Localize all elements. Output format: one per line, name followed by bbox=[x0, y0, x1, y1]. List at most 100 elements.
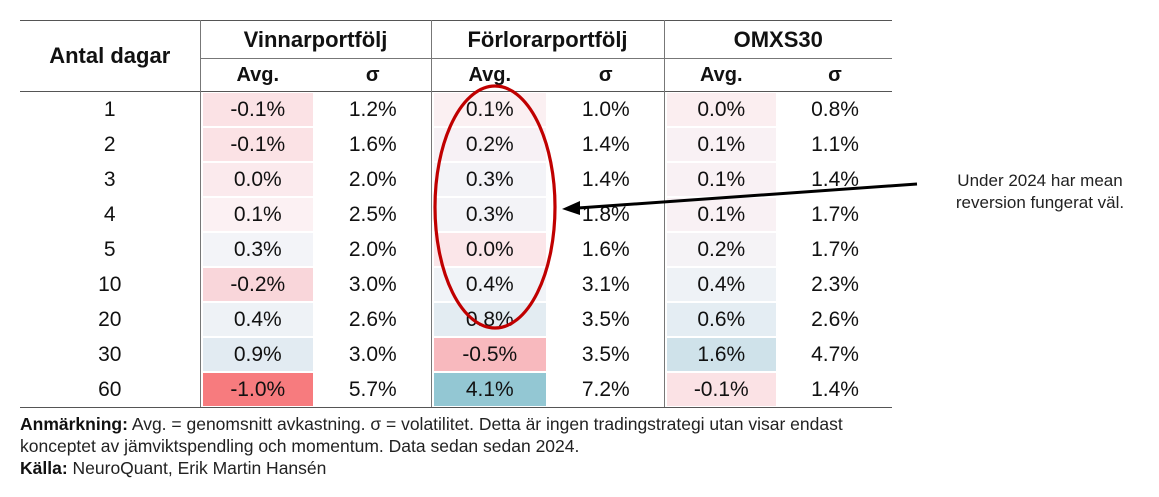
value-text: 1.2% bbox=[348, 98, 397, 121]
value-text: 1.6% bbox=[581, 238, 630, 261]
note-text: Avg. = genomsnitt avkastning. σ = volati… bbox=[20, 414, 843, 456]
value-text: 0.1% bbox=[666, 128, 776, 161]
sub-header-omxs30-sigma: σ bbox=[828, 63, 842, 86]
value-text: 4.7% bbox=[811, 343, 859, 366]
sigma-cell: 5.7% bbox=[315, 372, 431, 408]
group-header-row: Antal dagar Vinnarportfölj Förlorarportf… bbox=[20, 20, 892, 68]
value-text: 2.3% bbox=[811, 273, 859, 296]
value-text: 3.0% bbox=[348, 273, 397, 296]
value-text: 1.0% bbox=[581, 98, 630, 121]
sub-header-loser-sigma: σ bbox=[598, 63, 613, 86]
avg-cell: 0.1% bbox=[663, 197, 778, 232]
avg-cell: 0.0% bbox=[430, 232, 548, 267]
value-text: -1.0% bbox=[202, 373, 313, 406]
value-text: 1.7% bbox=[811, 203, 859, 226]
value-text: 0.3% bbox=[433, 198, 546, 231]
sigma-cell: 3.5% bbox=[548, 302, 664, 337]
sigma-cell: 1.1% bbox=[778, 127, 892, 162]
note-label: Anmärkning: bbox=[20, 414, 128, 434]
value-text: 1.4% bbox=[811, 378, 859, 401]
avg-cell: 0.0% bbox=[663, 91, 778, 127]
avg-cell: -0.1% bbox=[663, 372, 778, 408]
table-row: 10 -0.2% 3.0% 0.4% 3.1% 0.4% 2.3% bbox=[20, 267, 892, 302]
value-text: -0.5% bbox=[433, 338, 546, 371]
value-text: 0.0% bbox=[433, 233, 546, 266]
sigma-cell: 3.5% bbox=[548, 337, 664, 372]
avg-cell: 0.3% bbox=[199, 232, 315, 267]
value-text: 0.8% bbox=[433, 303, 546, 336]
value-text: -0.1% bbox=[202, 93, 313, 126]
value-text: 0.6% bbox=[666, 303, 776, 336]
sigma-cell: 1.8% bbox=[548, 197, 664, 232]
value-text: 3.0% bbox=[348, 343, 397, 366]
sigma-cell: 0.8% bbox=[778, 92, 892, 128]
value-text: -0.1% bbox=[666, 373, 776, 406]
group-header-omxs30: OMXS30 bbox=[663, 20, 892, 59]
table-row: 1 -0.1% 1.2% 0.1% 1.0% 0.0% 0.8% bbox=[20, 91, 892, 128]
avg-cell: 0.1% bbox=[663, 162, 778, 197]
avg-cell: -0.1% bbox=[199, 127, 315, 162]
sigma-cell: 3.0% bbox=[315, 337, 431, 372]
sigma-cell: 2.6% bbox=[778, 302, 892, 337]
avg-cell: 1.6% bbox=[663, 337, 778, 372]
days-cell: 2 bbox=[103, 132, 116, 156]
value-text: 0.8% bbox=[811, 98, 859, 121]
avg-cell: 0.1% bbox=[199, 197, 315, 232]
sigma-cell: 2.5% bbox=[315, 197, 431, 232]
days-cell: 1 bbox=[103, 97, 116, 121]
sigma-cell: 3.0% bbox=[315, 267, 431, 302]
sigma-cell: 1.4% bbox=[778, 162, 892, 197]
value-text: 0.0% bbox=[666, 93, 776, 126]
days-cell: 60 bbox=[20, 372, 200, 408]
days-cell: 20 bbox=[98, 307, 122, 331]
value-text: 1.8% bbox=[581, 203, 630, 226]
avg-cell: 0.4% bbox=[199, 302, 315, 337]
value-text: 1.4% bbox=[581, 133, 630, 156]
avg-cell: 4.1% bbox=[430, 372, 548, 408]
days-cell: 10 bbox=[98, 272, 122, 296]
sigma-cell: 7.2% bbox=[548, 372, 664, 408]
table-body: 1 -0.1% 1.2% 0.1% 1.0% 0.0% 0.8% 2 -0.1% 1.6% 0.2%… bbox=[20, 91, 892, 408]
sigma-cell: 2.3% bbox=[778, 267, 892, 302]
avg-cell: 0.8% bbox=[430, 302, 548, 337]
group-header-loser: Förlorarportfölj bbox=[430, 20, 664, 59]
table-row: 4 0.1% 2.5% 0.3% 1.8% 0.1% 1.7% bbox=[20, 197, 892, 232]
callout-text: Under 2024 har mean reversion fungerat v… bbox=[955, 171, 1125, 212]
value-text: 2.6% bbox=[348, 308, 397, 331]
sigma-cell: 2.0% bbox=[315, 232, 431, 267]
value-text: 2.6% bbox=[811, 308, 859, 331]
sigma-cell: 4.7% bbox=[778, 337, 892, 372]
sub-header-winner-avg: Avg. bbox=[199, 58, 315, 92]
sigma-cell: 2.6% bbox=[315, 302, 431, 337]
days-cell: 5 bbox=[103, 237, 116, 261]
days-column-header: Antal dagar bbox=[49, 43, 171, 68]
sigma-cell: 1.7% bbox=[778, 232, 892, 267]
avg-cell: 0.4% bbox=[663, 267, 778, 302]
value-text: 2.5% bbox=[348, 203, 397, 226]
sigma-cell: 1.6% bbox=[315, 127, 431, 162]
value-text: -0.2% bbox=[202, 268, 313, 301]
days-cell: 4 bbox=[103, 202, 116, 226]
sub-header-loser-avg: Avg. bbox=[430, 58, 548, 92]
value-text: 3.5% bbox=[581, 308, 630, 331]
avg-cell: -0.5% bbox=[430, 337, 548, 372]
source-text: NeuroQuant, Erik Martin Hansén bbox=[67, 458, 327, 478]
avg-cell: 0.2% bbox=[663, 232, 778, 267]
value-text: 1.7% bbox=[811, 238, 859, 261]
value-text: 0.4% bbox=[202, 303, 313, 336]
avg-cell: 0.3% bbox=[430, 162, 548, 197]
avg-cell: 0.9% bbox=[199, 337, 315, 372]
sigma-cell: 1.2% bbox=[315, 92, 431, 128]
table-row: 60 -1.0% 5.7% 4.1% 7.2% -0.1% 1.4% bbox=[20, 372, 892, 408]
table-row: 2 -0.1% 1.6% 0.2% 1.4% 0.1% 1.1% bbox=[20, 127, 892, 162]
sigma-cell: 1.4% bbox=[778, 372, 892, 408]
avg-cell: -0.2% bbox=[199, 267, 315, 302]
avg-cell: 0.1% bbox=[430, 91, 548, 127]
avg-cell: 0.4% bbox=[430, 267, 548, 302]
value-text: 7.2% bbox=[581, 378, 630, 401]
value-text: 3.5% bbox=[581, 343, 630, 366]
avg-cell: 0.3% bbox=[430, 197, 548, 232]
sub-header-omxs30-avg: Avg. bbox=[663, 58, 778, 92]
value-text: 0.3% bbox=[433, 163, 546, 196]
value-text: 3.1% bbox=[581, 273, 630, 296]
